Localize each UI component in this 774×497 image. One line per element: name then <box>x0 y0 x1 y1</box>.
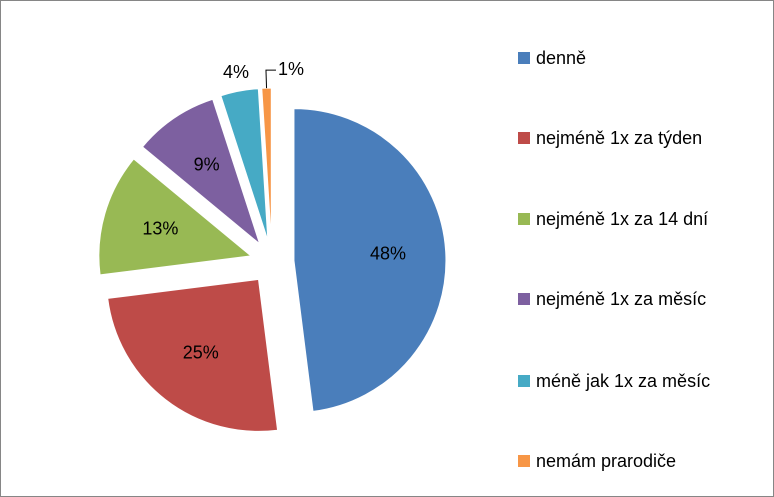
data-label: 9% <box>194 155 220 175</box>
pie-slice <box>220 88 269 241</box>
legend-item: denně <box>518 43 763 73</box>
legend-item: nejméně 1x za týden <box>518 123 763 153</box>
pie-slice <box>261 87 272 241</box>
pie-slice <box>141 98 261 246</box>
legend-label: nejméně 1x za týden <box>536 128 703 148</box>
legend-item: nejméně 1x za 14 dní <box>518 204 763 234</box>
legend-swatch <box>518 52 530 64</box>
data-label: 4% <box>223 62 249 82</box>
data-label: 1% <box>278 59 304 79</box>
data-label: 48% <box>370 243 406 263</box>
legend-swatch <box>518 375 530 387</box>
legend-item: méně jak 1x za měsíc <box>518 366 763 396</box>
legend-item: nemám prarodiče <box>518 446 763 476</box>
legend-label: nejméně 1x za měsíc <box>536 289 707 309</box>
data-label: 13% <box>142 218 178 238</box>
legend-swatch <box>518 213 530 225</box>
pie-slice <box>293 108 447 412</box>
data-label: 25% <box>183 343 219 363</box>
legend-label: nejméně 1x za 14 dní <box>536 209 709 229</box>
legend-swatch <box>518 293 530 305</box>
legend-label: méně jak 1x za měsíc <box>536 371 711 391</box>
legend-item: nejméně 1x za měsíc <box>518 284 763 314</box>
legend-label: nemám prarodiče <box>536 451 677 471</box>
leader-line <box>265 69 276 89</box>
legend-swatch <box>518 455 530 467</box>
legend-label: denně <box>536 48 587 68</box>
pie-slice <box>107 278 279 432</box>
legend-swatch <box>518 132 530 144</box>
pie-slice <box>98 158 253 276</box>
